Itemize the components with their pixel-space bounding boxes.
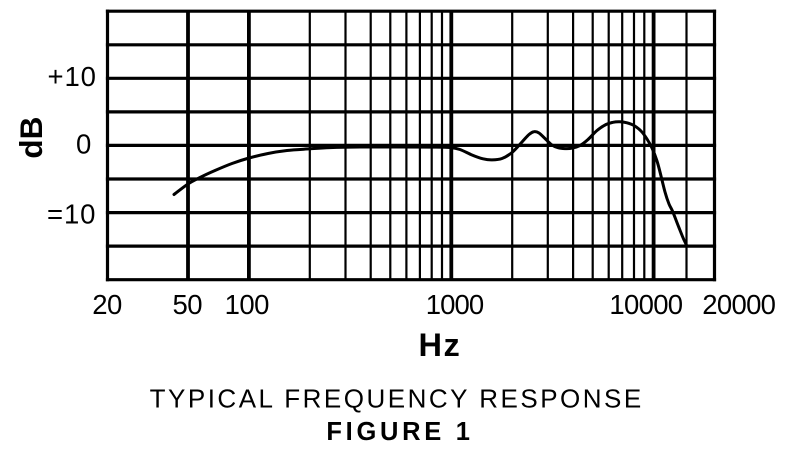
svg-text:Hz: Hz [418,327,461,363]
svg-text:10000: 10000 [609,289,682,320]
svg-text:50: 50 [173,289,203,320]
svg-text:TYPICAL FREQUENCY RESPONSE: TYPICAL FREQUENCY RESPONSE [150,383,644,413]
svg-text:1000: 1000 [426,289,484,320]
svg-text:dB: dB [13,117,49,159]
svg-text:100: 100 [225,289,270,320]
svg-text:+10: +10 [48,61,97,92]
svg-text:=10: =10 [47,199,96,230]
svg-text:0: 0 [76,128,91,159]
svg-text:FIGURE 1: FIGURE 1 [326,418,473,446]
svg-text:20: 20 [92,289,122,320]
svg-text:20000: 20000 [702,289,775,320]
